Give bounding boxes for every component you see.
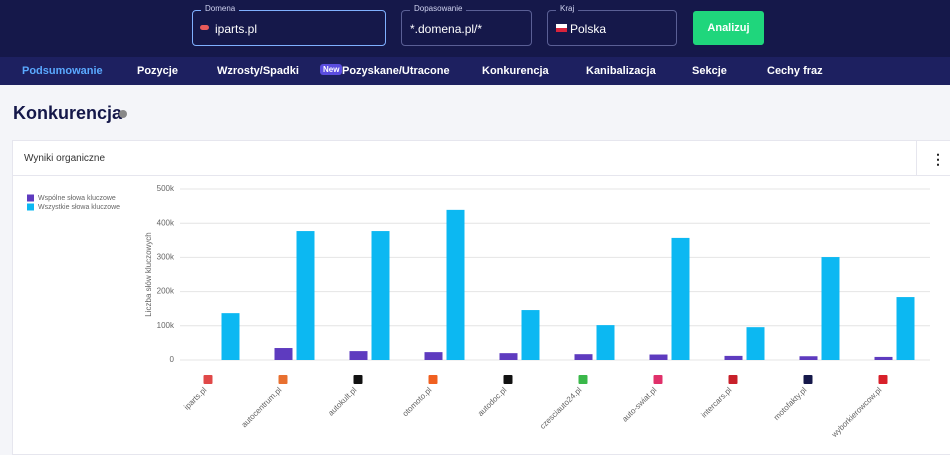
nav-item[interactable]: Kanibalizacja bbox=[586, 65, 656, 77]
top-bar: Domena iparts.pl Dopasowanie *.domena.pl/*… bbox=[0, 0, 950, 57]
bar bbox=[371, 231, 390, 360]
analyze-button[interactable]: Analizuj bbox=[693, 11, 764, 45]
x-tick-label: auto-swiat.pl bbox=[620, 385, 658, 423]
legend-label: Wszystkie słowa kluczowe bbox=[38, 204, 120, 211]
y-tick-label: 500k bbox=[157, 184, 175, 193]
bar bbox=[821, 257, 840, 360]
site-icon bbox=[653, 375, 663, 384]
x-tick-label: motofakty.pl bbox=[772, 385, 809, 422]
field-value: *.domena.pl/* bbox=[410, 22, 483, 36]
x-tick-label: iparts.pl bbox=[182, 385, 208, 411]
site-icon bbox=[728, 375, 738, 384]
y-tick-label: 0 bbox=[170, 355, 175, 364]
nav-item[interactable]: Sekcje bbox=[692, 65, 727, 77]
bar bbox=[221, 313, 240, 360]
x-tick-label: autokult.pl bbox=[326, 385, 358, 417]
menu-button[interactable]: ⋮ bbox=[931, 151, 945, 167]
bar bbox=[296, 231, 315, 360]
site-icon bbox=[578, 375, 588, 384]
card: Wyniki organiczne ⋮ bbox=[12, 140, 950, 455]
bar bbox=[446, 209, 465, 360]
x-tick-label: wyborkierowcow.pl bbox=[829, 385, 883, 439]
y-axis-title: Liczba słów kluczowych bbox=[144, 232, 153, 316]
x-tick-label: autocentrum.pl bbox=[240, 385, 284, 429]
x-tick-label: czesciauto24.pl bbox=[538, 385, 584, 431]
field-label: Domena bbox=[201, 4, 240, 13]
nav-item[interactable]: Podsumowanie bbox=[22, 65, 103, 77]
match-field[interactable]: Dopasowanie *.domena.pl/* bbox=[401, 4, 532, 46]
x-tick-label: intercars.pl bbox=[699, 385, 733, 419]
field-value: Polska bbox=[570, 22, 607, 36]
card-title: Wyniki organiczne bbox=[24, 153, 106, 164]
domain-field[interactable]: Domena iparts.pl bbox=[192, 4, 386, 46]
legend-label: Wspólne słowa kluczowe bbox=[38, 195, 116, 202]
site-icon bbox=[278, 375, 288, 384]
bar bbox=[499, 353, 518, 360]
legend-swatch bbox=[27, 194, 34, 202]
nav-item[interactable]: Pozyskane/Utracone bbox=[342, 65, 450, 77]
y-tick-label: 200k bbox=[157, 287, 175, 296]
country-field[interactable]: Kraj Polska bbox=[547, 4, 677, 46]
bar bbox=[649, 354, 668, 360]
nav-item[interactable]: Wzrosty/Spadki bbox=[217, 65, 299, 77]
bar bbox=[724, 355, 743, 360]
nav-badge: New bbox=[320, 64, 343, 75]
bar bbox=[799, 356, 818, 360]
bar bbox=[349, 351, 368, 360]
x-tick-label: autodoc.pl bbox=[476, 385, 509, 418]
bar bbox=[874, 356, 893, 360]
bar bbox=[521, 310, 540, 360]
site-icon bbox=[428, 375, 438, 384]
field-value: iparts.pl bbox=[215, 22, 258, 36]
site-icon bbox=[803, 375, 813, 384]
bar bbox=[746, 327, 765, 360]
info-icon[interactable] bbox=[119, 110, 127, 118]
nav-item[interactable]: Cechy fraz bbox=[767, 65, 823, 77]
field-label: Dopasowanie bbox=[410, 4, 467, 13]
nav-bar: Podsumowanie Pozycje Wzrosty/Spadki New … bbox=[0, 57, 950, 85]
bar bbox=[896, 297, 915, 360]
bar bbox=[671, 237, 690, 360]
site-icon bbox=[353, 375, 363, 384]
x-tick-label: otomoto.pl bbox=[401, 385, 434, 418]
page-title: Konkurencja bbox=[13, 103, 123, 123]
nav-item[interactable]: Konkurencja bbox=[482, 65, 549, 77]
y-tick-label: 300k bbox=[157, 253, 175, 262]
site-icon bbox=[503, 375, 513, 384]
nav-item[interactable]: Pozycje bbox=[137, 65, 178, 77]
site-icon bbox=[878, 375, 888, 384]
field-label: Kraj bbox=[556, 4, 579, 13]
y-tick-label: 400k bbox=[157, 218, 175, 227]
bar bbox=[424, 352, 443, 360]
bar bbox=[596, 325, 615, 360]
bar bbox=[574, 354, 593, 360]
y-tick-label: 100k bbox=[157, 321, 175, 330]
site-icon bbox=[203, 375, 213, 384]
bar bbox=[274, 348, 293, 360]
legend-swatch bbox=[27, 203, 34, 211]
